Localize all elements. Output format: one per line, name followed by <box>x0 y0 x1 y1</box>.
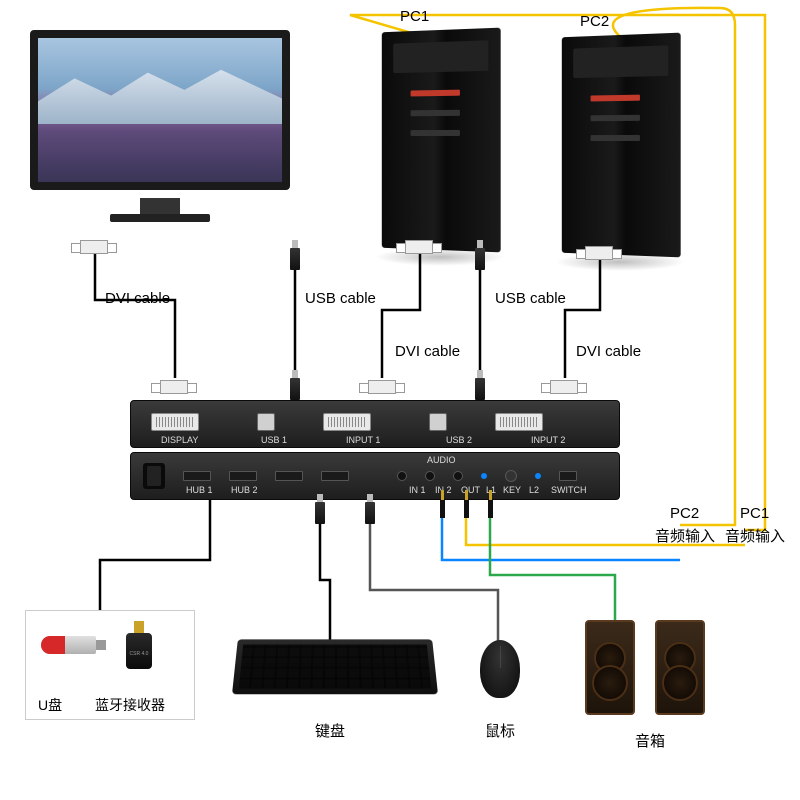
dvi-plug-monitor-top <box>80 240 108 254</box>
label-input2: INPUT 2 <box>531 435 565 445</box>
power-switch[interactable] <box>143 463 165 489</box>
label-udisk: U盘 <box>38 695 62 715</box>
monitor-base <box>110 214 210 222</box>
label-dvi1: DVI cable <box>395 343 460 360</box>
kvm-front-panel: HUB 1 HUB 2 AUDIO IN 1 IN 2 OUT L1 KEY L… <box>130 452 620 500</box>
pc2-tower <box>562 33 681 258</box>
cable-mouse <box>370 512 498 642</box>
port-audio-in1 <box>397 471 407 481</box>
label-pc2: PC2 <box>580 13 609 30</box>
speaker-left <box>585 620 635 715</box>
led-l1 <box>481 473 487 479</box>
cable-audio-out <box>490 500 615 620</box>
port-hub2 <box>229 471 257 481</box>
cable-dvi-pc2 <box>565 258 600 378</box>
label-pc1-audio-sub: 音频输入 <box>725 525 785 546</box>
led-l2 <box>535 473 541 479</box>
label-usb2: USB 2 <box>446 435 472 445</box>
port-usb2 <box>429 413 447 431</box>
port-usb1 <box>257 413 275 431</box>
dvi-plug-pc1-top <box>405 240 433 254</box>
label-display: DISPLAY <box>161 435 198 445</box>
label-l2: L2 <box>529 485 539 495</box>
port-hub4 <box>321 471 349 481</box>
label-pc2-audio-sub: 音频输入 <box>655 525 715 546</box>
usb-flash-drive <box>41 636 96 654</box>
label-pc2-audio: PC2 <box>670 505 699 522</box>
cable-keyboard <box>320 512 330 640</box>
port-input2-dvi <box>495 413 543 431</box>
label-usb1: USB 1 <box>261 435 287 445</box>
port-input1-dvi <box>323 413 371 431</box>
label-mouse: 鼠标 <box>485 720 515 741</box>
label-bt: 蓝牙接收器 <box>95 695 165 715</box>
dvi-plug-pc2-top <box>585 246 613 260</box>
label-speakers: 音箱 <box>635 730 665 751</box>
usb-plug-keyboard <box>315 502 325 524</box>
speaker-right <box>655 620 705 715</box>
audio-plug-in2 <box>464 500 469 518</box>
port-audio-in2 <box>425 471 435 481</box>
cable-dvi-monitor <box>95 252 175 378</box>
dvi-plug-monitor-bot <box>160 380 188 394</box>
kvm-back-panel: DISPLAY USB 1 INPUT 1 USB 2 INPUT 2 <box>130 400 620 448</box>
dvi-plug-pc1-bot <box>368 380 396 394</box>
port-hub1 <box>183 471 211 481</box>
label-dvi-monitor: DVI cable <box>105 290 170 307</box>
label-audio: AUDIO <box>427 455 456 465</box>
usb-plug-pc1-bot <box>290 378 300 400</box>
pc1-tower <box>382 28 501 253</box>
label-dvi2: DVI cable <box>576 343 641 360</box>
mouse <box>480 640 520 698</box>
port-switch <box>559 471 577 481</box>
label-usb2: USB cable <box>495 290 566 307</box>
keyboard <box>232 639 438 694</box>
usb-plug-pc2-bot <box>475 378 485 400</box>
cable-hub1 <box>100 500 210 610</box>
cable-audio-in1 <box>442 500 680 560</box>
audio-plug-out <box>488 500 493 518</box>
label-hub2: HUB 2 <box>231 485 258 495</box>
label-pc1: PC1 <box>400 8 429 25</box>
usb-plug-pc1-top <box>290 248 300 270</box>
label-switch: SWITCH <box>551 485 587 495</box>
monitor-screen <box>38 38 282 182</box>
label-keyboard: 键盘 <box>315 720 345 741</box>
label-hub1: HUB 1 <box>186 485 213 495</box>
label-input1: INPUT 1 <box>346 435 380 445</box>
bluetooth-dongle <box>126 633 152 669</box>
label-key: KEY <box>503 485 521 495</box>
usb-plug-mouse <box>365 502 375 524</box>
audio-plug-in1 <box>440 500 445 518</box>
label-out: OUT <box>461 485 480 495</box>
port-hub3 <box>275 471 303 481</box>
port-audio-out <box>453 471 463 481</box>
label-usb1: USB cable <box>305 290 376 307</box>
monitor <box>30 30 290 190</box>
usb-plug-pc2-top <box>475 248 485 270</box>
key-button[interactable] <box>505 470 517 482</box>
label-pc1-audio: PC1 <box>740 505 769 522</box>
port-display-dvi <box>151 413 199 431</box>
label-in1: IN 1 <box>409 485 426 495</box>
dvi-plug-pc2-bot <box>550 380 578 394</box>
